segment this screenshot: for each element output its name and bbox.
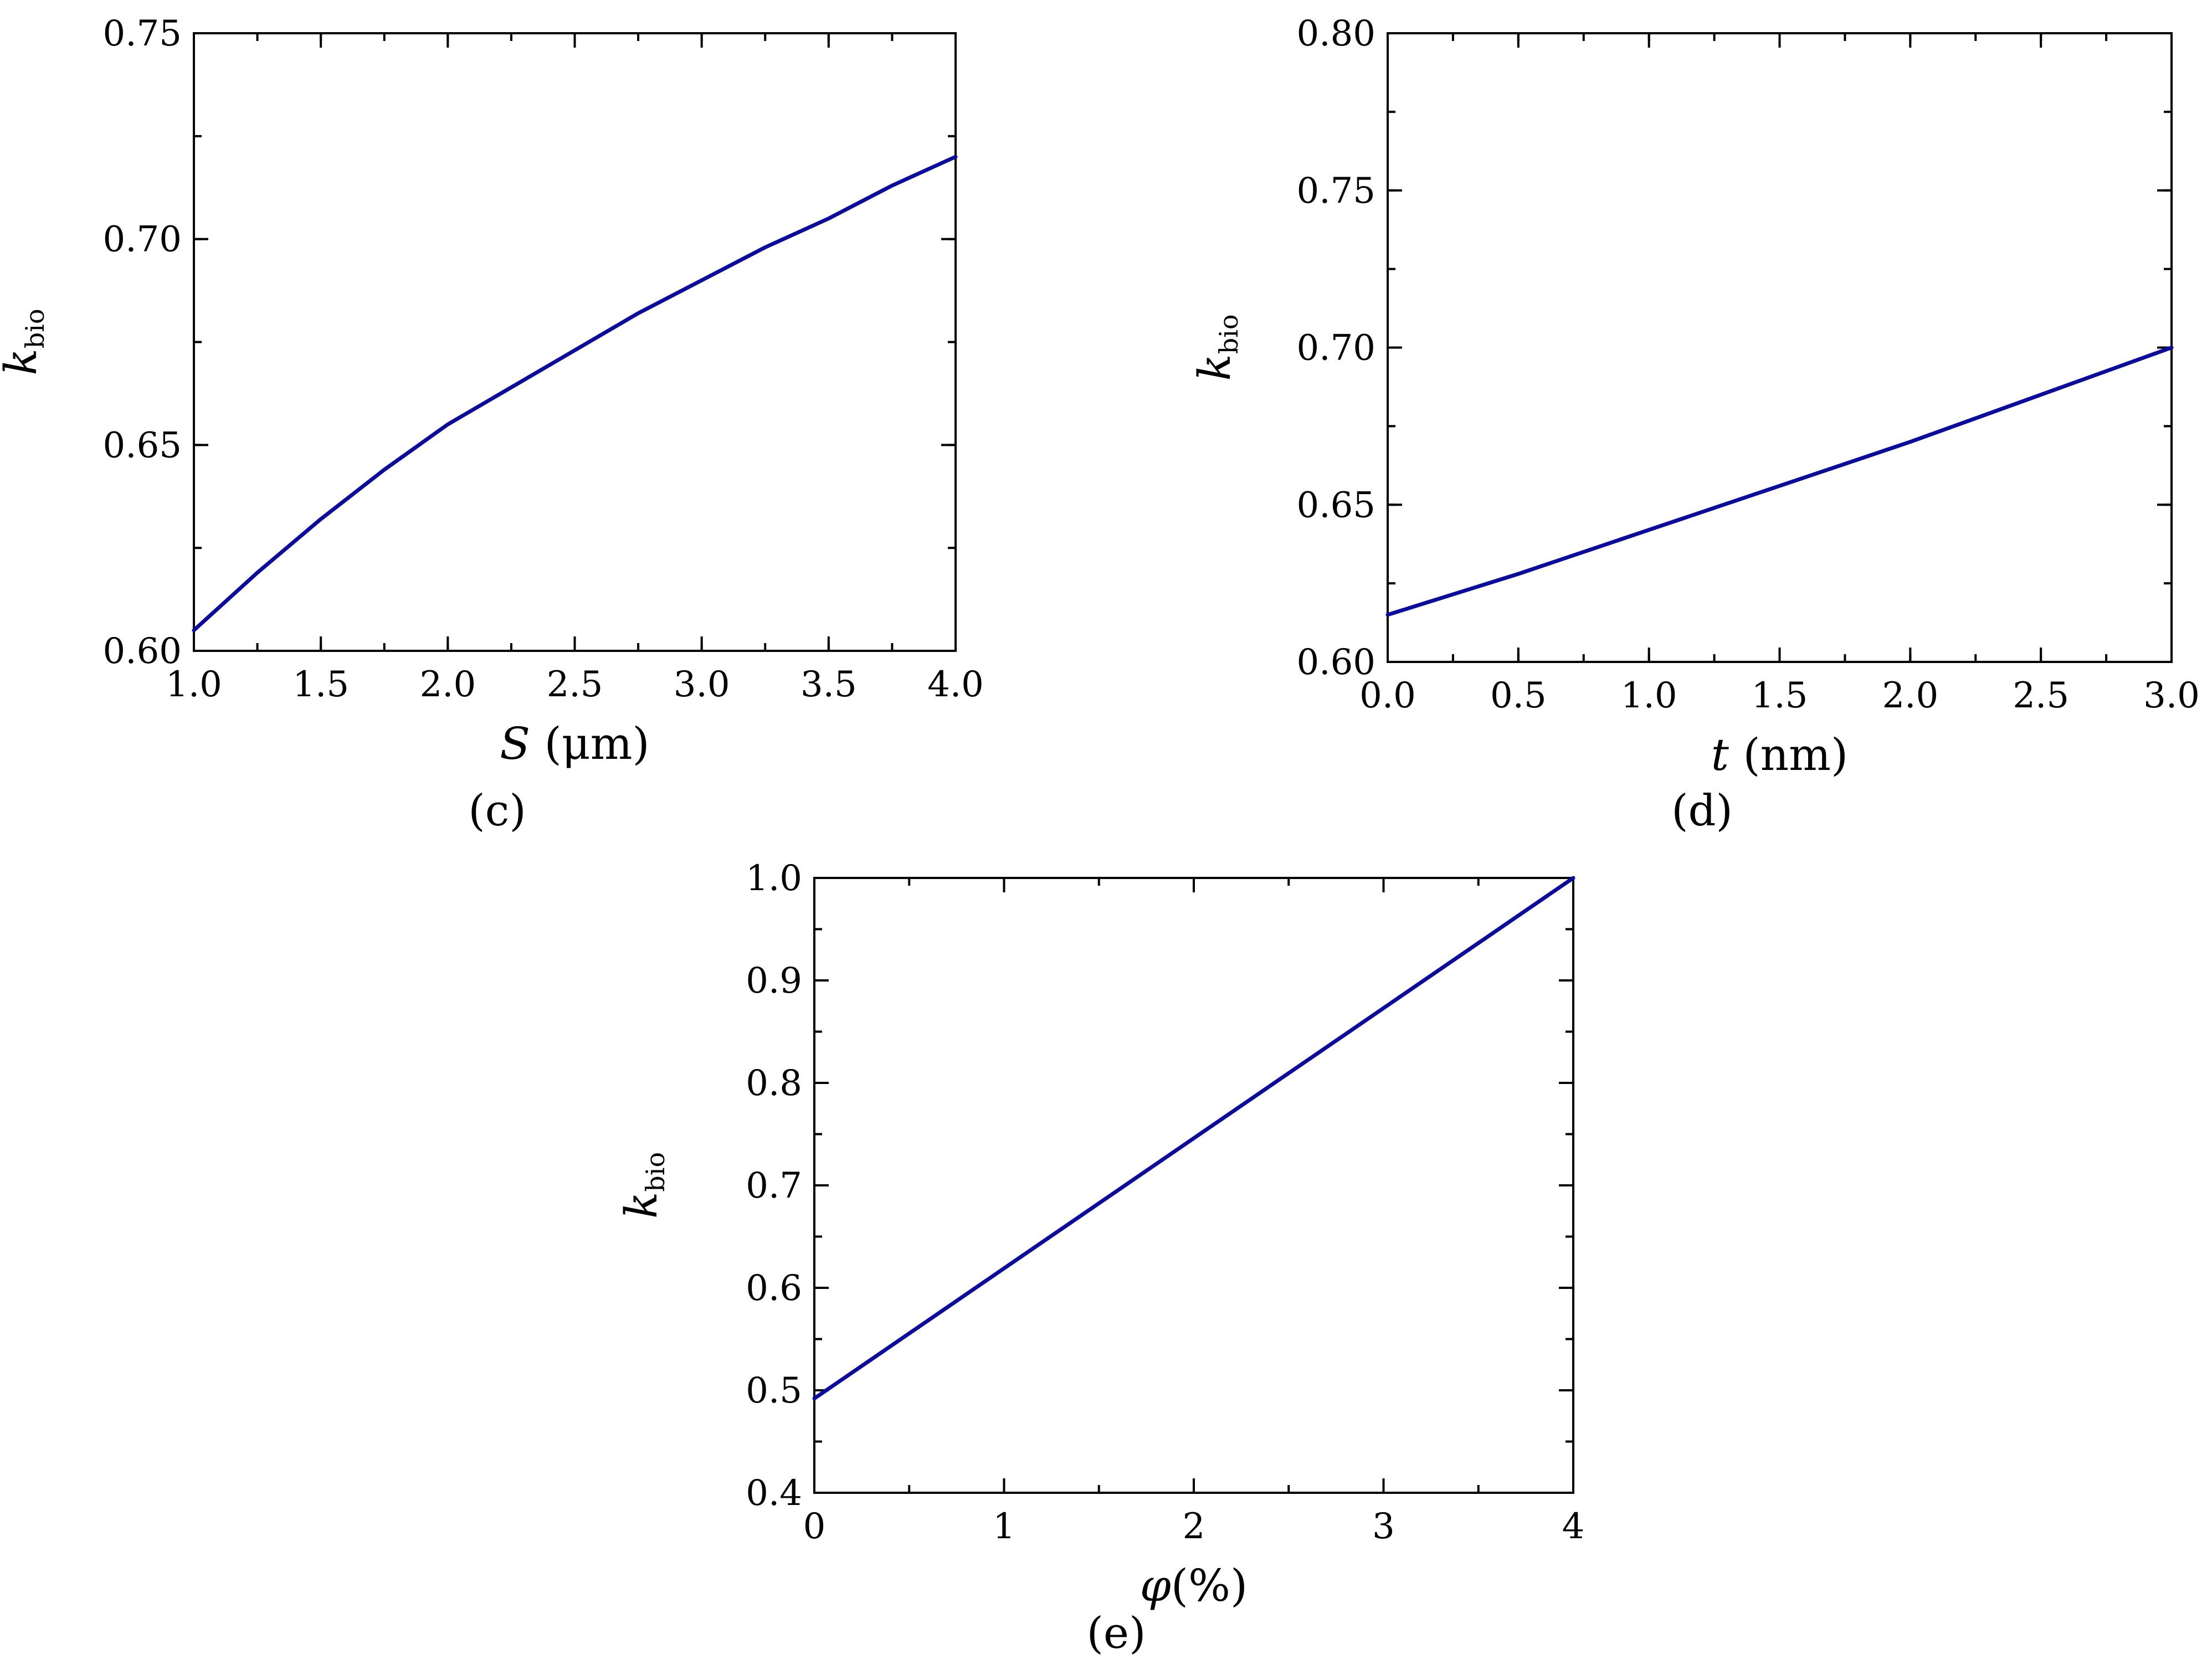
y-tick-label: 0.60 [1297, 642, 1376, 683]
x-axis-label: φ(%) [1140, 1560, 1248, 1611]
y-tick-label: 0.70 [103, 219, 182, 260]
y-tick-label: 0.65 [1297, 485, 1376, 526]
x-tick-label: 1.5 [292, 664, 349, 705]
x-tick-label: 0.5 [1490, 675, 1547, 716]
x-axis-variable: t [1711, 729, 1729, 780]
plot-frame [1387, 32, 2173, 663]
y-tick-label: 0.75 [1297, 171, 1376, 212]
x-tick-label: 1.0 [166, 664, 222, 705]
x-axis-variable: φ [1140, 1560, 1171, 1611]
y-tick-label: 0.60 [103, 631, 182, 672]
x-tick-label: 1.5 [1752, 675, 1808, 716]
y-tick-label: 0.9 [746, 960, 802, 1001]
x-tick-label: 4.0 [927, 664, 984, 705]
x-tick-label: 0.0 [1359, 675, 1416, 716]
x-tick-label: 3.0 [2143, 675, 2200, 716]
plot-frame [813, 877, 1574, 1494]
x-tick-label: 1 [993, 1506, 1015, 1547]
x-tick-label: 2.0 [419, 664, 476, 705]
x-tick-label: 4 [1562, 1506, 1585, 1547]
x-axis-label: S (μm) [500, 718, 650, 769]
y-tick-label: 0.75 [103, 13, 182, 54]
panel-label: (e) [1086, 1609, 1146, 1658]
y-tick-label: 0.5 [746, 1370, 802, 1411]
x-tick-label: 0 [803, 1506, 826, 1547]
y-tick-label: 0.80 [1297, 13, 1376, 54]
y-axis-label: kbio [0, 309, 50, 375]
y-tick-label: 0.70 [1297, 328, 1376, 369]
y-axis-variable: k [615, 1192, 667, 1219]
x-axis-variable: S [500, 718, 530, 769]
x-tick-label: 2.5 [547, 664, 603, 705]
y-axis-subscript: bio [20, 309, 50, 348]
chart-panel-d: 0.0 0.5 1.0 1.5 2.0 2.5 3.0 0.60 0.65 0.70 0.75 0.8… [1189, 13, 2200, 836]
y-axis-variable: k [1189, 354, 1240, 381]
x-axis-unit: (μm) [530, 718, 650, 769]
x-axis-unit: (nm) [1729, 729, 1848, 780]
series-line [192, 155, 958, 633]
plot-frame [193, 32, 957, 652]
x-tick-label: 2.0 [1882, 675, 1938, 716]
x-axis-label: t (nm) [1711, 729, 1848, 780]
x-tick-label: 3.0 [674, 664, 730, 705]
y-axis-subscript: bio [1214, 314, 1244, 354]
y-tick-label: 0.7 [746, 1165, 802, 1206]
x-axis-unit: (%) [1171, 1560, 1248, 1611]
panel-label: (d) [1671, 786, 1733, 836]
y-tick-label: 0.8 [746, 1063, 802, 1104]
panel-label: (c) [468, 786, 526, 836]
chart-panel-e: 0 1 2 3 4 0.4 0.5 0.6 0.7 0.8 0.9 1.0 φ(%) kbio (e) [615, 858, 1584, 1658]
series-line [812, 876, 1575, 1401]
series-line [1385, 346, 2174, 617]
y-axis-variable: k [0, 348, 47, 375]
y-axis-label: kbio [615, 1152, 670, 1219]
y-tick-label: 0.65 [103, 425, 182, 466]
y-axis-subscript: bio [640, 1152, 670, 1192]
x-tick-label: 2 [1183, 1506, 1205, 1547]
x-tick-label: 3 [1372, 1506, 1395, 1547]
y-tick-label: 0.4 [746, 1473, 802, 1514]
y-tick-label: 1.0 [746, 858, 802, 899]
chart-panel-c: 1.0 1.5 2.0 2.5 3.0 3.5 4.0 0.60 0.65 0.70 0.75 S (… [0, 13, 984, 836]
x-tick-label: 3.5 [800, 664, 857, 705]
x-tick-label: 2.5 [2013, 675, 2069, 716]
y-tick-label: 0.6 [746, 1268, 802, 1309]
x-tick-label: 1.0 [1621, 675, 1677, 716]
y-axis-label: kbio [1189, 314, 1244, 381]
